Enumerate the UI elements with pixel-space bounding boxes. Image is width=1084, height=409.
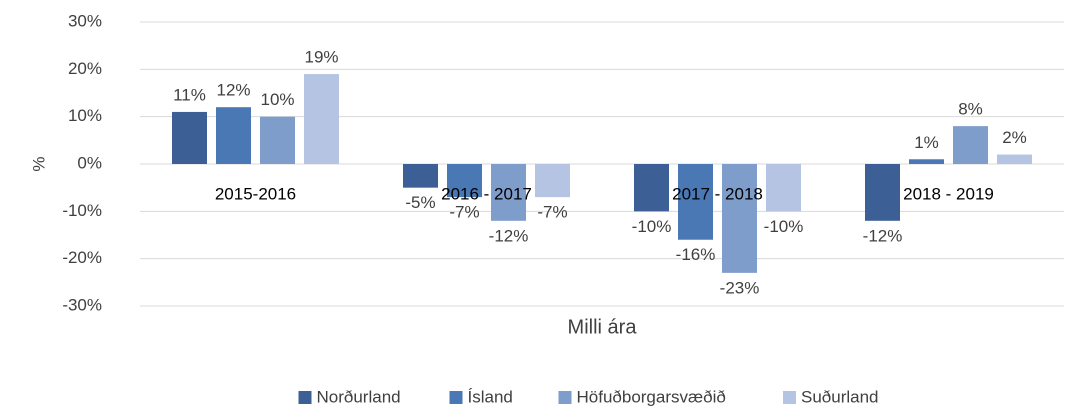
- bar: [447, 164, 482, 198]
- value-label: -7%: [449, 203, 479, 222]
- y-tick-label: -10%: [62, 201, 102, 220]
- bar: [491, 164, 526, 221]
- y-tick-label: 20%: [68, 59, 102, 78]
- bar: [172, 111, 207, 164]
- y-tick-label: 30%: [68, 11, 102, 30]
- legend-swatch: [558, 391, 572, 404]
- legend-label: Ísland: [468, 387, 513, 406]
- value-label: -5%: [405, 193, 435, 212]
- y-tick-label: -20%: [62, 248, 102, 267]
- bar: [535, 164, 570, 198]
- y-tick-label: -30%: [62, 295, 102, 314]
- legend-label: Norðurland: [317, 387, 401, 406]
- x-tick-label: 2016 - 2017: [441, 184, 532, 203]
- value-label: -23%: [720, 278, 760, 297]
- y-axis-label: %: [29, 156, 48, 171]
- value-label: -12%: [489, 226, 529, 245]
- y-tick-label: 10%: [68, 106, 102, 125]
- value-label: -7%: [537, 203, 567, 222]
- bar: [953, 126, 988, 164]
- legend-label: Höfuðborgarsvæðið: [577, 387, 726, 406]
- bar: [722, 164, 757, 273]
- value-label: 2%: [1002, 128, 1027, 147]
- bar: [766, 164, 801, 212]
- legend-label: Suðurland: [801, 387, 879, 406]
- legend-swatch: [298, 391, 312, 404]
- value-label: -16%: [676, 245, 716, 264]
- value-label: 8%: [958, 100, 983, 119]
- x-axis-label: Milli ára: [568, 316, 638, 338]
- value-label: -12%: [863, 226, 903, 245]
- bar: [634, 164, 669, 212]
- y-tick-label: 0%: [77, 153, 102, 172]
- bar: [909, 159, 944, 164]
- legend-swatch: [783, 391, 796, 404]
- x-tick-label: 2015-2016: [215, 184, 296, 203]
- value-label: -10%: [764, 217, 804, 236]
- x-tick-label: 2018 - 2019: [903, 184, 994, 203]
- value-label: 12%: [216, 81, 250, 100]
- bar: [216, 107, 251, 164]
- value-label: 10%: [260, 90, 294, 109]
- x-tick-label: 2017 - 2018: [672, 184, 763, 203]
- bar: [997, 154, 1032, 164]
- bar: [304, 74, 339, 164]
- value-label: 1%: [914, 133, 939, 152]
- bar: [678, 164, 713, 240]
- bar: [260, 116, 295, 164]
- legend-swatch: [449, 391, 463, 404]
- value-label: 19%: [304, 48, 338, 67]
- bar: [865, 164, 900, 221]
- bar: [403, 164, 438, 188]
- value-label: -10%: [632, 217, 672, 236]
- value-label: 11%: [173, 85, 206, 104]
